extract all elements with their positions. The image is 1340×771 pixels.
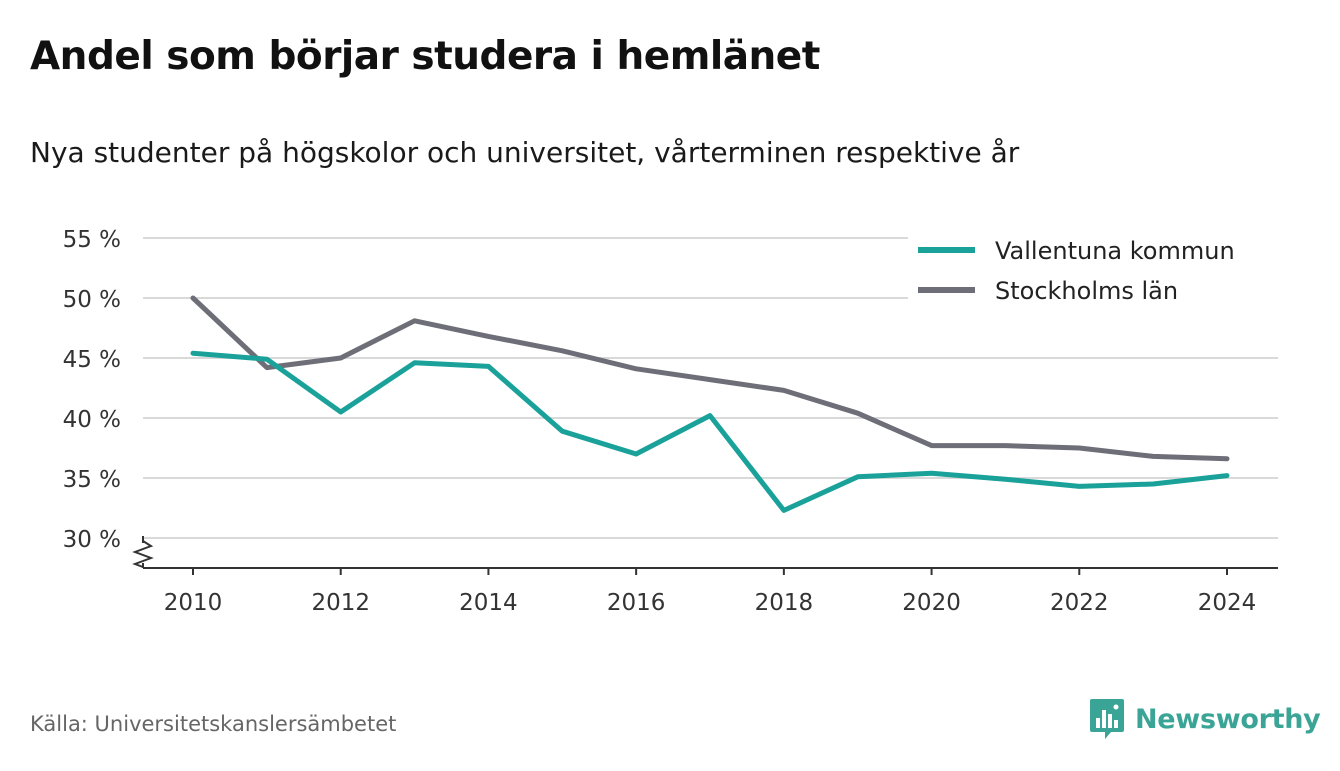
x-axis-ticks: 2010 2012 2014 2016 2018 2020 2022 2024 xyxy=(164,568,1257,616)
x-tick-label: 2018 xyxy=(755,590,814,616)
line-chart: 30 %35 %40 %45 %50 %55 % 2010 2012 2014 201… xyxy=(63,227,1280,616)
y-tick-label: 40 % xyxy=(63,407,121,433)
bar-chart-speech-bubble-icon xyxy=(1090,699,1124,739)
x-tick-label: 2010 xyxy=(164,590,223,616)
x-tick-label: 2022 xyxy=(1050,590,1109,616)
x-tick-label: 2024 xyxy=(1198,590,1257,616)
chart-subtitle: Nya studenter på högskolor och universit… xyxy=(30,136,1020,169)
brand-logo[interactable]: Newsworthy xyxy=(1089,698,1321,740)
y-tick-label: 50 % xyxy=(63,287,121,313)
chart-title: Andel som börjar studera i hemlänet xyxy=(30,34,820,79)
x-tick-label: 2016 xyxy=(607,590,666,616)
y-tick-label: 30 % xyxy=(63,527,121,553)
brand-name: Newsworthy xyxy=(1135,703,1321,735)
y-tick-label: 35 % xyxy=(63,467,121,493)
source-note: Källa: Universitetskanslersämbetet xyxy=(30,712,397,736)
series-lines xyxy=(190,295,1230,513)
x-tick-label: 2014 xyxy=(459,590,518,616)
y-tick-label: 45 % xyxy=(63,347,121,373)
legend-background xyxy=(908,228,1280,308)
legend-label: Stockholms län xyxy=(995,277,1178,305)
x-tick-label: 2020 xyxy=(902,590,961,616)
axes xyxy=(131,536,1278,569)
series-line-0 xyxy=(190,350,1230,513)
series-line-1 xyxy=(190,295,1230,462)
x-tick-label: 2012 xyxy=(311,590,370,616)
axis-break-marker xyxy=(132,540,154,568)
y-axis-ticks: 30 % 35 % 40 % 45 % 50 % 55 % xyxy=(63,227,121,553)
legend-label: Vallentuna kommun xyxy=(995,237,1235,265)
legend: Vallentuna kommun Stockholms län xyxy=(908,228,1280,308)
y-tick-label: 55 % xyxy=(63,227,121,253)
